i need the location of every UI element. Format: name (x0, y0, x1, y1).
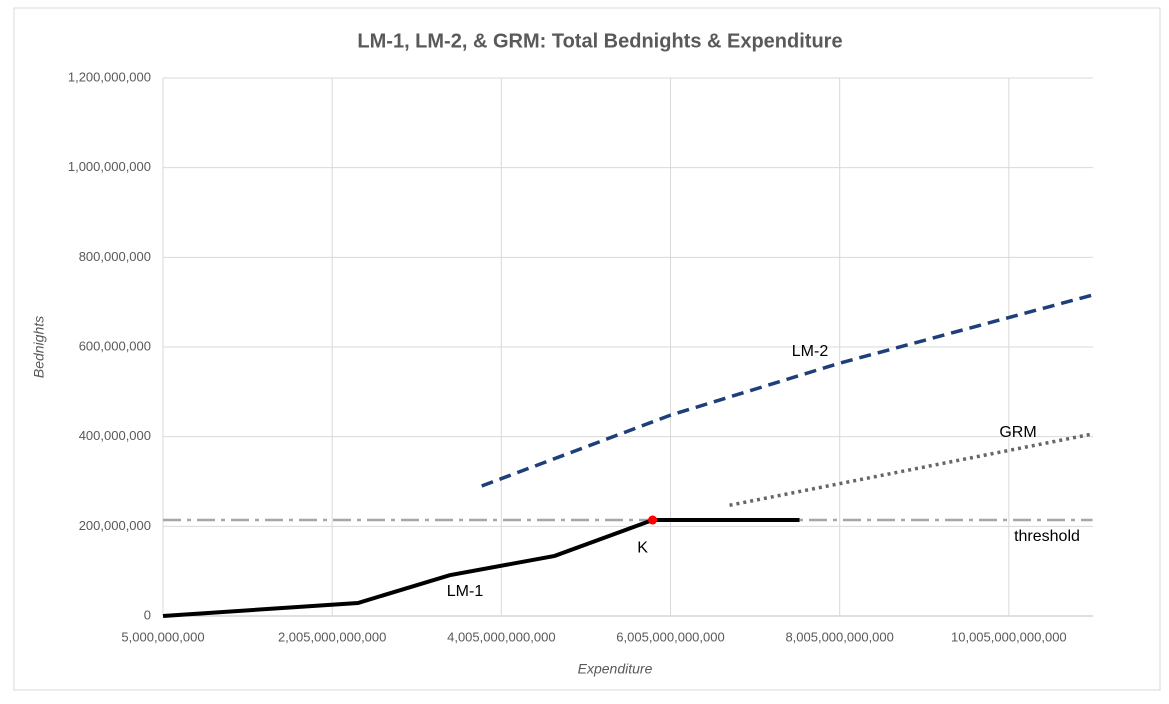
chart-border (13, 7, 1161, 691)
y-tick-label: 200,000,000 (79, 518, 151, 533)
x-tick-label: 2,005,000,000,000 (278, 629, 386, 644)
chart-title: LM-1, LM-2, & GRM: Total Bednights & Exp… (357, 30, 842, 52)
point-marker (648, 515, 658, 525)
y-tick-label: 0 (144, 607, 151, 622)
y-tick-label: 800,000,000 (79, 249, 151, 264)
y-axis-title: Bednights (31, 316, 47, 378)
series-label: GRM (999, 424, 1036, 441)
y-tick-label: 600,000,000 (79, 338, 151, 353)
x-tick-label: 10,005,000,000,000 (951, 629, 1067, 644)
series-label: LM-2 (792, 343, 829, 360)
line-series (481, 293, 1094, 488)
y-tick-label: 1,000,000,000 (68, 159, 151, 174)
x-tick-label: 6,005,000,000,000 (616, 629, 724, 644)
x-tick-label: 4,005,000,000,000 (447, 629, 555, 644)
line-series (162, 518, 800, 618)
x-axis-title: Expenditure (578, 661, 653, 677)
series-label: threshold (1014, 528, 1080, 545)
x-tick-label: 5,000,000,000 (121, 629, 204, 644)
series-label: LM-1 (447, 583, 484, 600)
line-series (729, 432, 1093, 507)
point-label: K (637, 539, 648, 556)
y-tick-label: 1,200,000,000 (68, 69, 151, 84)
y-tick-label: 400,000,000 (79, 428, 151, 443)
x-tick-label: 8,005,000,000,000 (785, 629, 893, 644)
